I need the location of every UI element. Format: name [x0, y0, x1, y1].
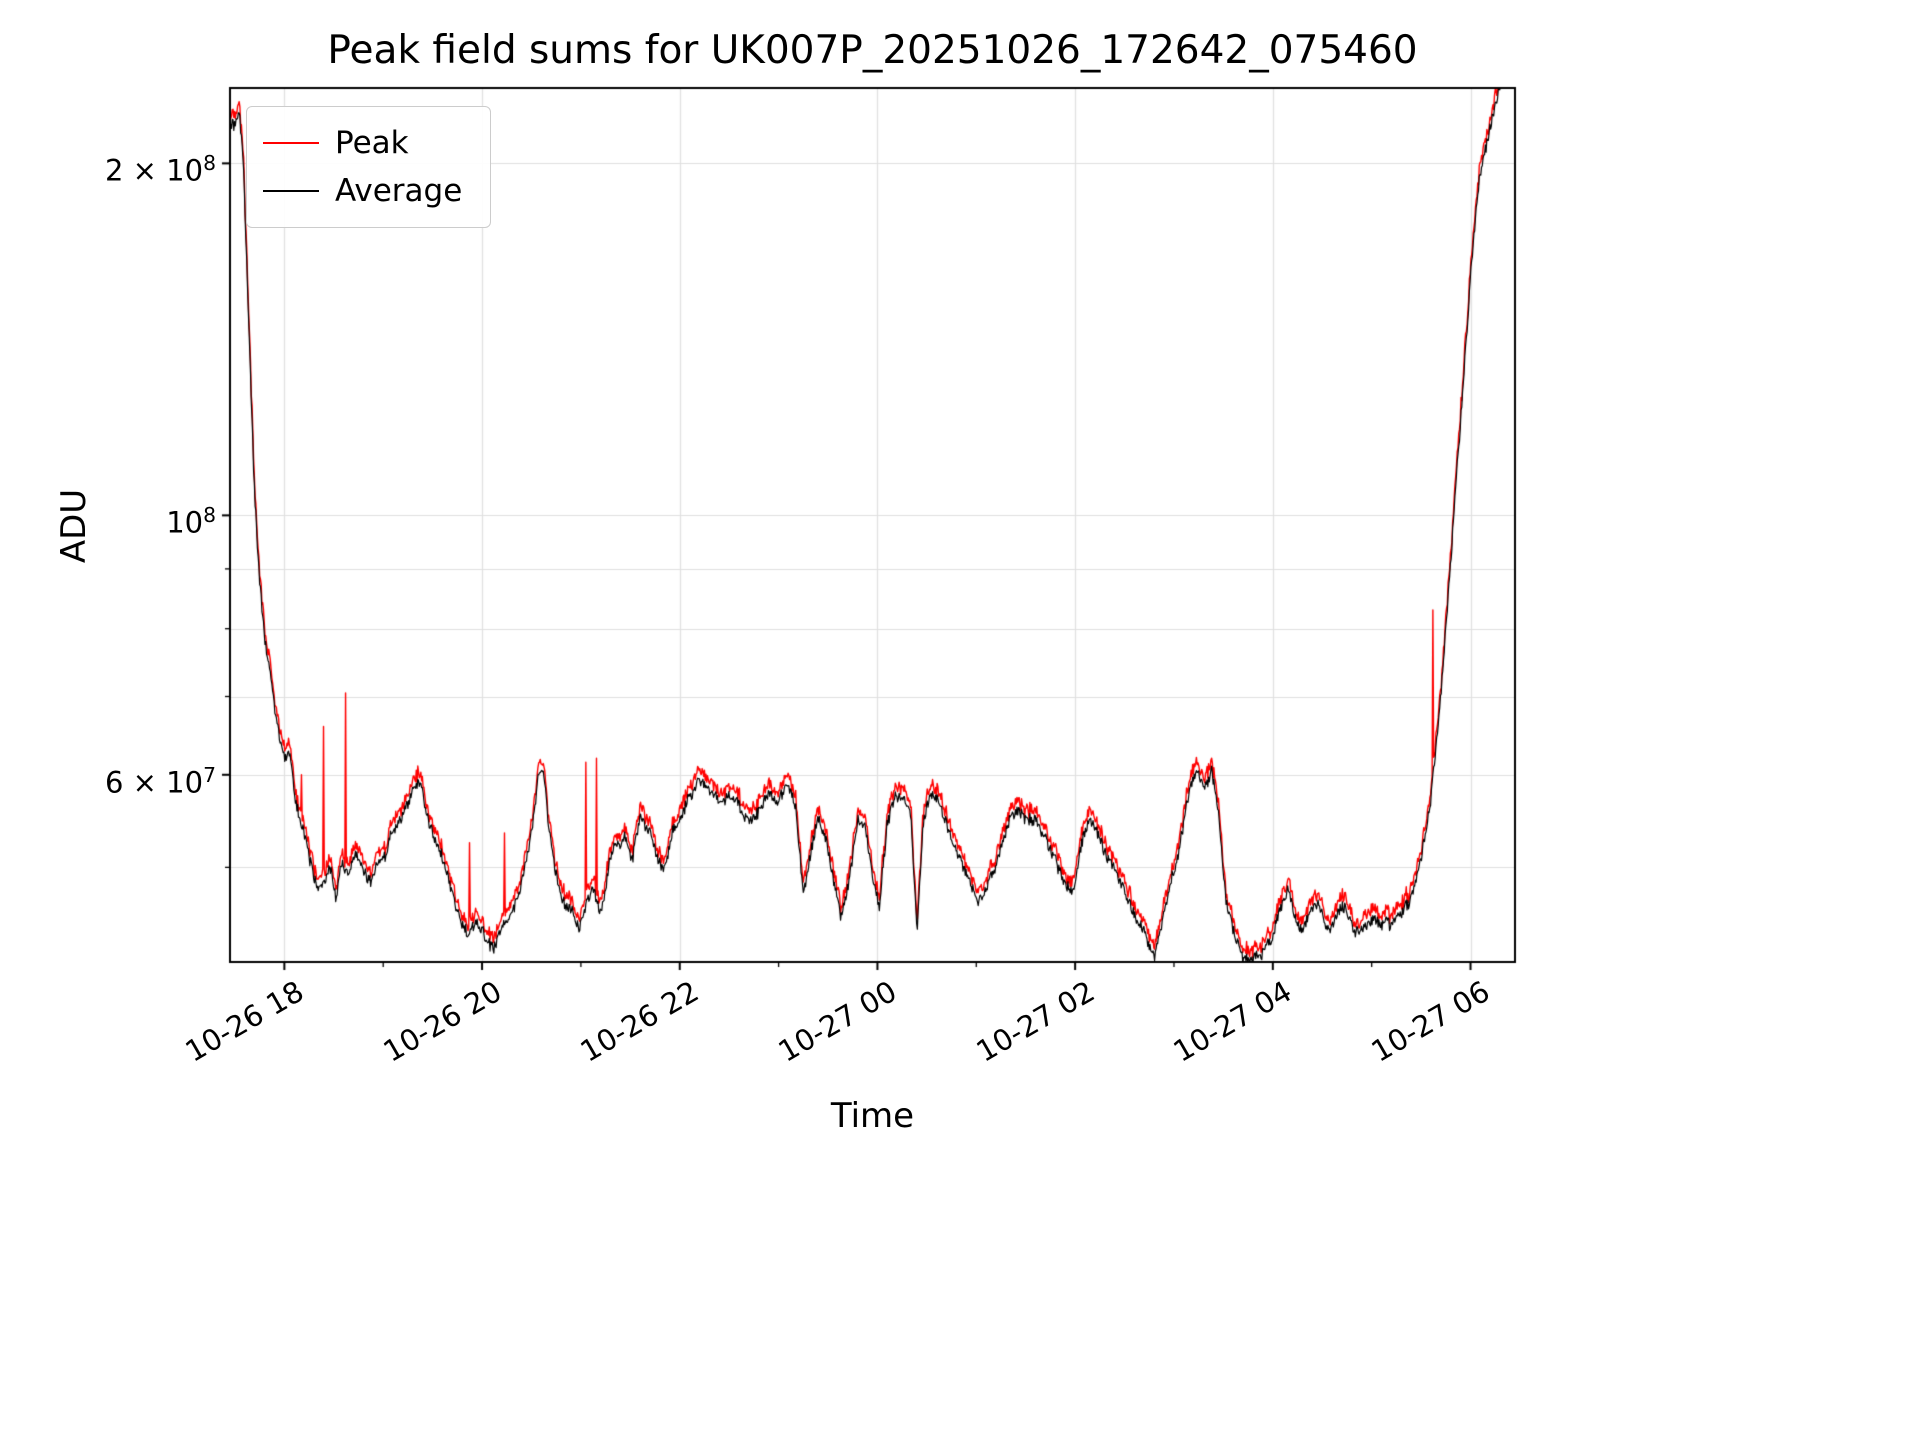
legend-item-peak: Peak [263, 119, 462, 167]
average-line-swatch-icon [263, 190, 319, 192]
y-axis-label: ADU [54, 488, 94, 564]
legend-item-average: Average [263, 167, 462, 215]
chart-title: Peak field sums for UK007P_20251026_1726… [327, 28, 1418, 73]
x-axis-label: Time [830, 1096, 915, 1136]
legend-label-peak: Peak [335, 124, 409, 161]
peak-line-swatch-icon [263, 142, 319, 144]
legend: Peak Average [246, 106, 492, 228]
legend-label-average: Average [335, 172, 463, 209]
